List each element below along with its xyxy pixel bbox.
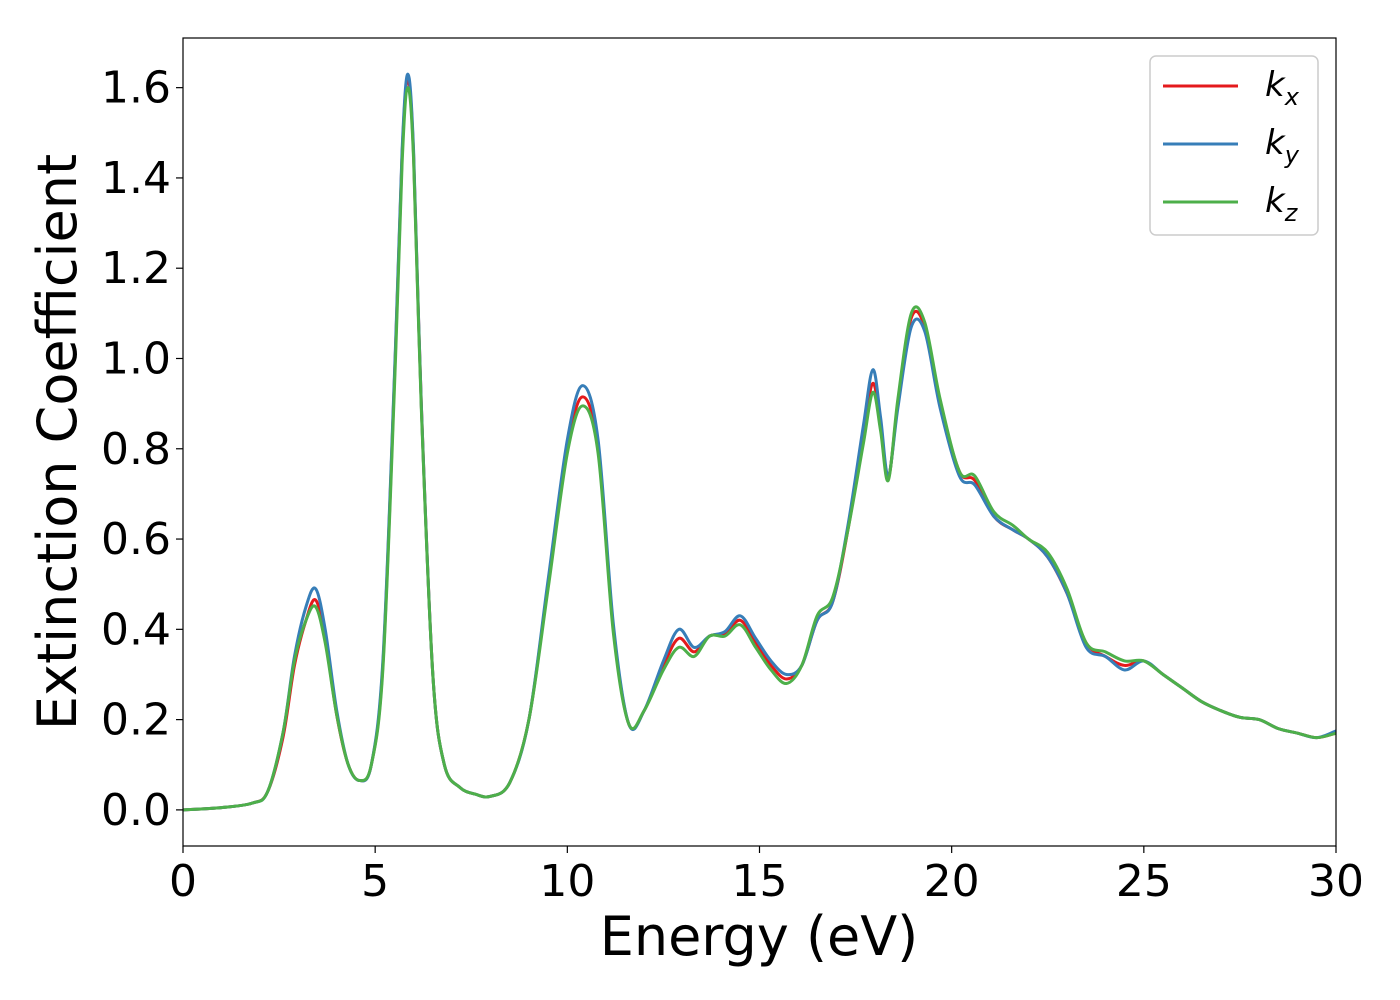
y-tick-label: 1.2 <box>101 243 171 294</box>
x-tick-label: 5 <box>361 856 389 907</box>
x-tick-label: 25 <box>1116 856 1172 907</box>
series-line-kz <box>183 86 1336 812</box>
ticks-layer: 0 5 10 15 20 25 30 0.0 0.2 0.4 0.6 0.8 1.0 1.2 1.4 1.6 <box>101 63 1364 907</box>
series-layer <box>183 72 1336 812</box>
legend-label-kx: kx <box>1265 65 1300 111</box>
plot-area <box>183 38 1336 846</box>
x-tick-label: 20 <box>924 856 980 907</box>
y-tick-label: 1.0 <box>101 333 171 384</box>
x-tick-label: 30 <box>1308 856 1364 907</box>
legend-label-ky: ky <box>1265 123 1300 169</box>
y-tick-label: 1.6 <box>101 63 171 114</box>
y-tick-label: 0.6 <box>101 514 171 565</box>
y-tick-label: 0.0 <box>101 785 171 836</box>
legend-label-kz: kz <box>1265 181 1299 227</box>
y-tick-label: 0.2 <box>101 695 171 746</box>
x-axis-label: Energy (eV) <box>600 905 919 968</box>
y-tick-label: 0.8 <box>101 424 171 475</box>
y-tick-label: 1.4 <box>101 153 171 204</box>
x-tick-label: 10 <box>539 856 595 907</box>
y-tick-label: 0.4 <box>101 604 171 655</box>
y-axis-label: Extinction Coefficient <box>26 154 89 730</box>
legend: kx ky kz <box>1149 55 1319 236</box>
x-tick-label: 15 <box>732 856 788 907</box>
x-tick-label: 0 <box>169 856 197 907</box>
